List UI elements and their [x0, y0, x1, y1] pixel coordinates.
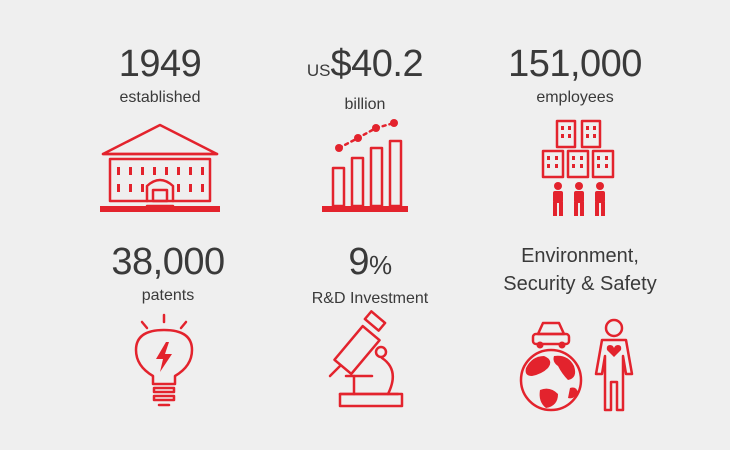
building-icon [100, 123, 220, 212]
employees-icon [541, 119, 615, 216]
stat-label: billion [344, 96, 386, 113]
stat-number: $40.2 [330, 43, 424, 85]
stat-value: 38,000 [111, 241, 225, 283]
stat-patents: 38,000 patents [58, 240, 278, 306]
stat-employees: 151,000 employees [465, 42, 685, 108]
stat-label: patents [141, 287, 195, 304]
microscope-icon [328, 310, 404, 408]
stat-rd-investment: 9% R&D Investment [260, 240, 480, 309]
globe-person-icon [519, 318, 634, 412]
stat-established: 1949 established [50, 42, 270, 108]
stat-value: 1949 [118, 43, 202, 85]
lightbulb-icon [134, 313, 194, 407]
stat-label: R&D Investment [311, 290, 429, 307]
stat-value: US$40.2 [255, 42, 475, 93]
stat-label: employees [536, 89, 614, 106]
stat-revenue: US$40.2 billion [255, 42, 475, 115]
stat-environment: Environment, Security & Safety [470, 242, 690, 298]
percent-suffix: % [369, 250, 392, 280]
car-icon [531, 321, 571, 349]
stat-value: 151,000 [508, 43, 642, 85]
currency-prefix: US [306, 61, 331, 80]
stat-value: 9% [260, 240, 480, 287]
stat-title-line1: Environment, [521, 245, 639, 267]
stat-number: 9 [348, 241, 369, 283]
stat-title-line2: Security & Safety [503, 273, 657, 295]
stat-label: established [119, 89, 201, 106]
growth-chart-icon [322, 119, 408, 212]
person-icon [594, 318, 634, 412]
